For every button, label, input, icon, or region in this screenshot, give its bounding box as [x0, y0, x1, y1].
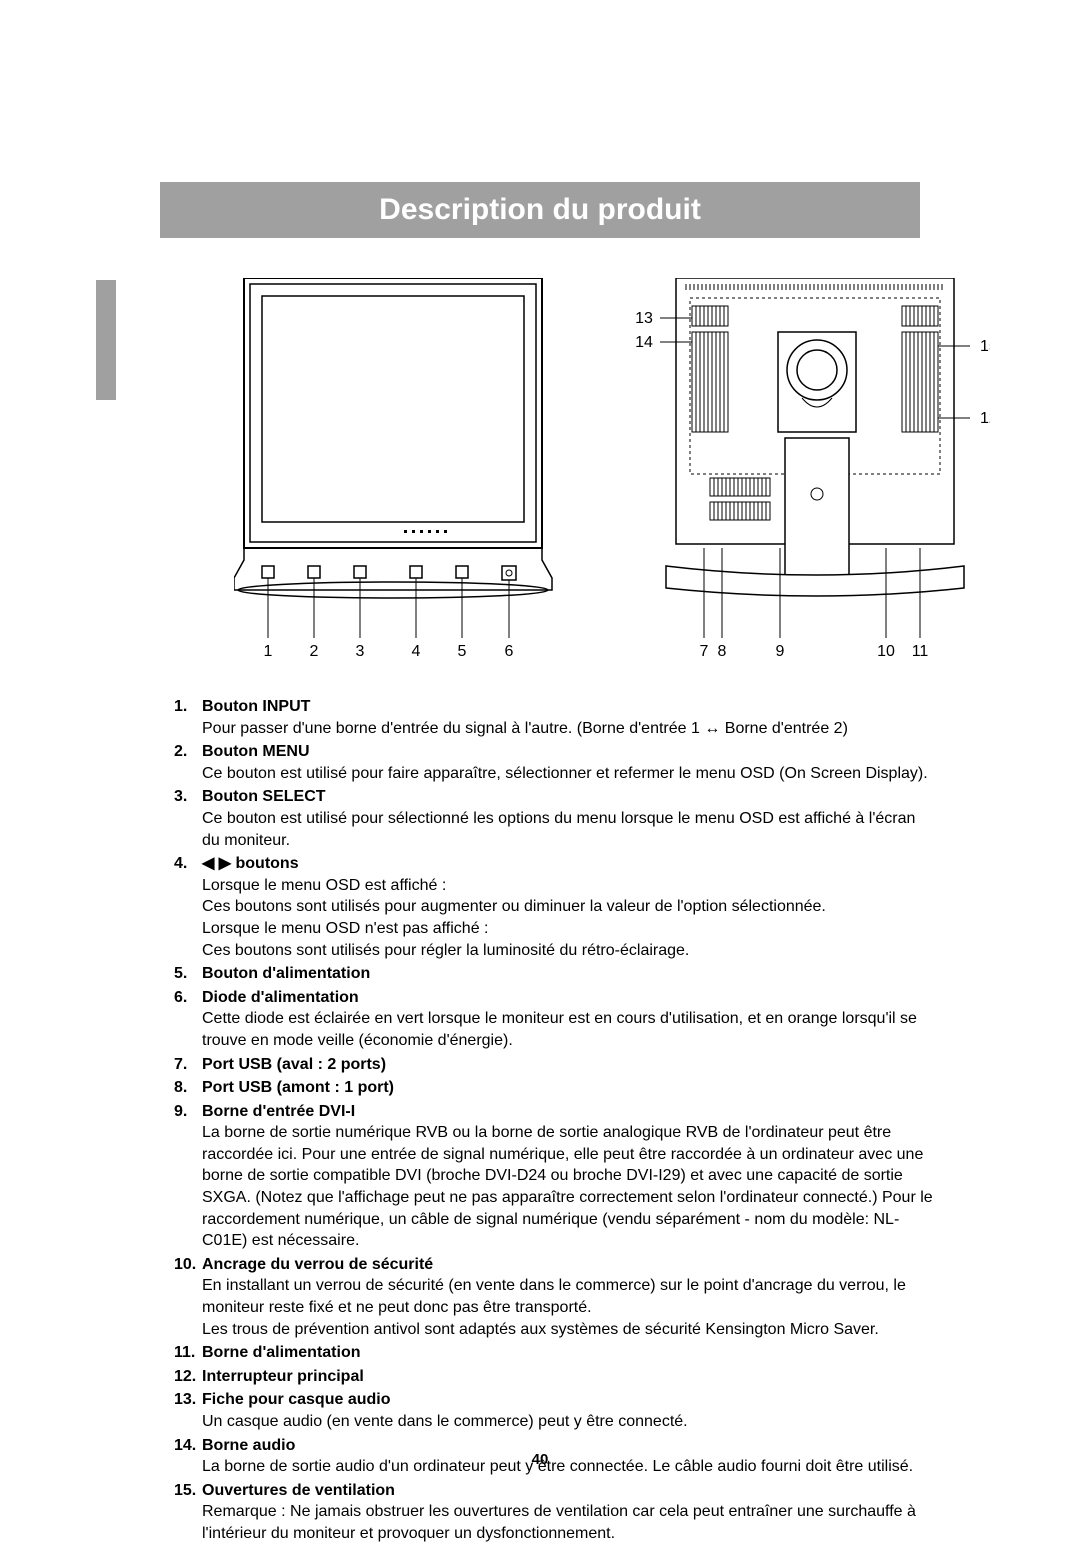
item-number: 3. [174, 786, 202, 808]
item-description: Ces boutons sont utilisés pour augmenter… [202, 896, 934, 918]
callout-8: 8 [718, 643, 727, 658]
callout-14: 14 [635, 334, 653, 351]
callout-7: 7 [700, 643, 709, 658]
list-item: 11.Borne d'alimentation [174, 1342, 934, 1364]
callout-13: 13 [635, 310, 653, 327]
item-description: Ces boutons sont utilisés pour régler la… [202, 940, 934, 962]
item-description: En installant un verrou de sécurité (en … [202, 1275, 934, 1318]
front-diagram: 1 2 3 4 5 6 [234, 278, 554, 658]
list-item: 6.Diode d'alimentationCette diode est éc… [174, 987, 934, 1052]
item-number: 2. [174, 741, 202, 763]
item-title: Bouton MENU [202, 741, 310, 763]
item-description: Un casque audio (en vente dans le commer… [202, 1411, 934, 1433]
item-title: Bouton INPUT [202, 696, 310, 718]
callout-9: 9 [776, 643, 785, 658]
language-tab [96, 280, 116, 400]
back-diagram: 7 8 9 10 11 13 14 15 12 [630, 278, 990, 658]
callout-1: 1 [264, 643, 273, 658]
description-list: 1.Bouton INPUTPour passer d'une borne d'… [174, 696, 934, 1547]
item-title: Port USB (amont : 1 port) [202, 1077, 394, 1099]
item-number: 15. [174, 1480, 202, 1502]
item-title: Fiche pour casque audio [202, 1389, 390, 1411]
list-item: 9.Borne d'entrée DVI-ILa borne de sortie… [174, 1101, 934, 1252]
item-number: 9. [174, 1101, 202, 1123]
item-title: Bouton SELECT [202, 786, 326, 808]
item-title: Diode d'alimentation [202, 987, 359, 1009]
item-number: 12. [174, 1366, 202, 1388]
list-item: 4.◀ ▶ boutonsLorsque le menu OSD est aff… [174, 853, 934, 961]
list-item: 15.Ouvertures de ventilationRemarque : N… [174, 1480, 934, 1545]
callout-11: 11 [912, 643, 929, 658]
item-description: Ce bouton est utilisé pour sélectionné l… [202, 808, 934, 851]
item-number: 10. [174, 1254, 202, 1276]
item-number: 4. [174, 853, 202, 875]
list-item: 7.Port USB (aval : 2 ports) [174, 1054, 934, 1076]
item-description: Cette diode est éclairée en vert lorsque… [202, 1008, 934, 1051]
list-item: 10.Ancrage du verrou de sécuritéEn insta… [174, 1254, 934, 1340]
item-description: Remarque : Ne jamais obstruer les ouvert… [202, 1501, 934, 1544]
item-title: Bouton d'alimentation [202, 963, 370, 985]
item-number: 6. [174, 987, 202, 1009]
page-title: Description du produit [379, 193, 701, 227]
callout-3: 3 [356, 643, 365, 658]
item-number: 11. [174, 1342, 202, 1364]
document-page: Description du produit 1 2 3 4 [0, 0, 1080, 1528]
callout-5: 5 [458, 643, 467, 658]
item-title: Ouvertures de ventilation [202, 1480, 395, 1502]
item-description: Les trous de prévention antivol sont ada… [202, 1319, 934, 1341]
title-bar: Description du produit [160, 182, 920, 238]
item-description: La borne de sortie numérique RVB ou la b… [202, 1122, 934, 1252]
callout-6: 6 [505, 643, 514, 658]
item-title: Ancrage du verrou de sécurité [202, 1254, 433, 1276]
item-description: Lorsque le menu OSD est affiché : [202, 875, 934, 897]
item-title: Interrupteur principal [202, 1366, 364, 1388]
callout-2: 2 [310, 643, 319, 658]
list-item: 1.Bouton INPUTPour passer d'une borne d'… [174, 696, 934, 739]
item-description: Pour passer d'une borne d'entrée du sign… [202, 718, 934, 740]
page-number: 40 [0, 1451, 1080, 1468]
list-item: 2.Bouton MENUCe bouton est utilisé pour … [174, 741, 934, 784]
list-item: 5.Bouton d'alimentation [174, 963, 934, 985]
list-item: 8.Port USB (amont : 1 port) [174, 1077, 934, 1099]
item-description: Lorsque le menu OSD n'est pas affiché : [202, 918, 934, 940]
item-number: 7. [174, 1054, 202, 1076]
item-number: 1. [174, 696, 202, 718]
item-number: 8. [174, 1077, 202, 1099]
item-title: Port USB (aval : 2 ports) [202, 1054, 386, 1076]
item-title: Borne d'entrée DVI-I [202, 1101, 355, 1123]
list-item: 13.Fiche pour casque audioUn casque audi… [174, 1389, 934, 1432]
list-item: 3.Bouton SELECTCe bouton est utilisé pou… [174, 786, 934, 851]
callout-4: 4 [412, 643, 421, 658]
callout-15: 15 [980, 338, 990, 355]
item-number: 5. [174, 963, 202, 985]
item-number: 13. [174, 1389, 202, 1411]
list-item: 12.Interrupteur principal [174, 1366, 934, 1388]
item-title: ◀ ▶ boutons [202, 853, 299, 875]
callout-10: 10 [877, 643, 895, 658]
item-title: Borne d'alimentation [202, 1342, 360, 1364]
callout-12: 12 [980, 410, 990, 427]
item-description: Ce bouton est utilisé pour faire apparaî… [202, 763, 934, 785]
